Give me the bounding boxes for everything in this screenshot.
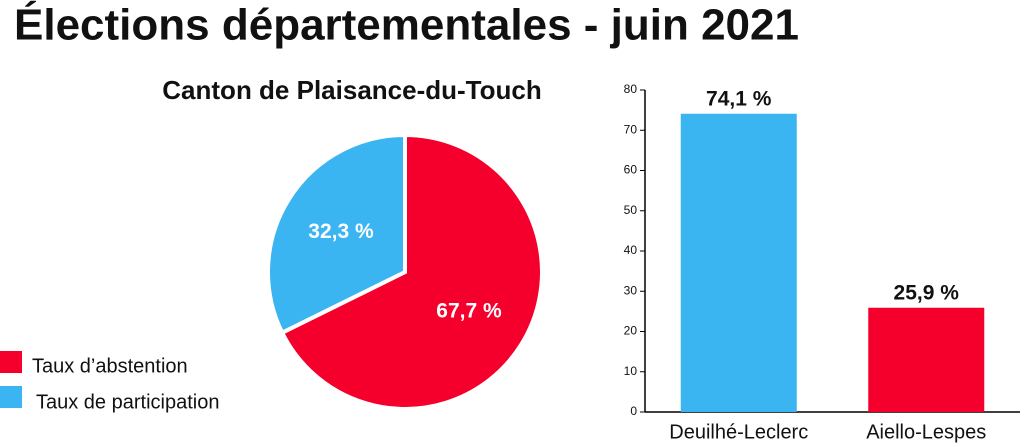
y-tick-label: 30 xyxy=(624,283,638,297)
y-tick-label: 40 xyxy=(624,243,638,257)
y-tick-label: 10 xyxy=(624,364,638,378)
bar xyxy=(868,307,985,412)
legend-swatch xyxy=(0,351,22,373)
slice-label: 67,7 % xyxy=(436,299,502,322)
y-tick-label: 0 xyxy=(630,404,637,418)
bar-value-label: 74,1 % xyxy=(706,87,772,110)
legend-label: Taux de participation xyxy=(36,391,219,413)
bar-value-label: 25,9 % xyxy=(894,281,960,304)
y-tick-label: 60 xyxy=(624,163,638,177)
y-tick-label: 20 xyxy=(624,324,638,338)
slice-label: 32,3 % xyxy=(308,220,374,243)
pie-slice xyxy=(279,132,544,411)
y-tick-label: 80 xyxy=(624,82,638,96)
legend-label: Taux d’abstention xyxy=(32,355,188,377)
x-tick-label: Deuilhé-Leclerc xyxy=(669,421,808,443)
legend-swatch xyxy=(0,386,22,408)
y-tick-label: 70 xyxy=(624,122,638,136)
page-title: Élections départementales - juin 2021 xyxy=(14,0,799,50)
bar xyxy=(680,113,797,412)
pie-title: Canton de Plaisance-du-Touch xyxy=(162,75,541,105)
pie-slice xyxy=(266,132,407,336)
x-tick-label: Aiello-Lespes xyxy=(866,421,986,443)
y-tick-label: 50 xyxy=(624,203,638,217)
